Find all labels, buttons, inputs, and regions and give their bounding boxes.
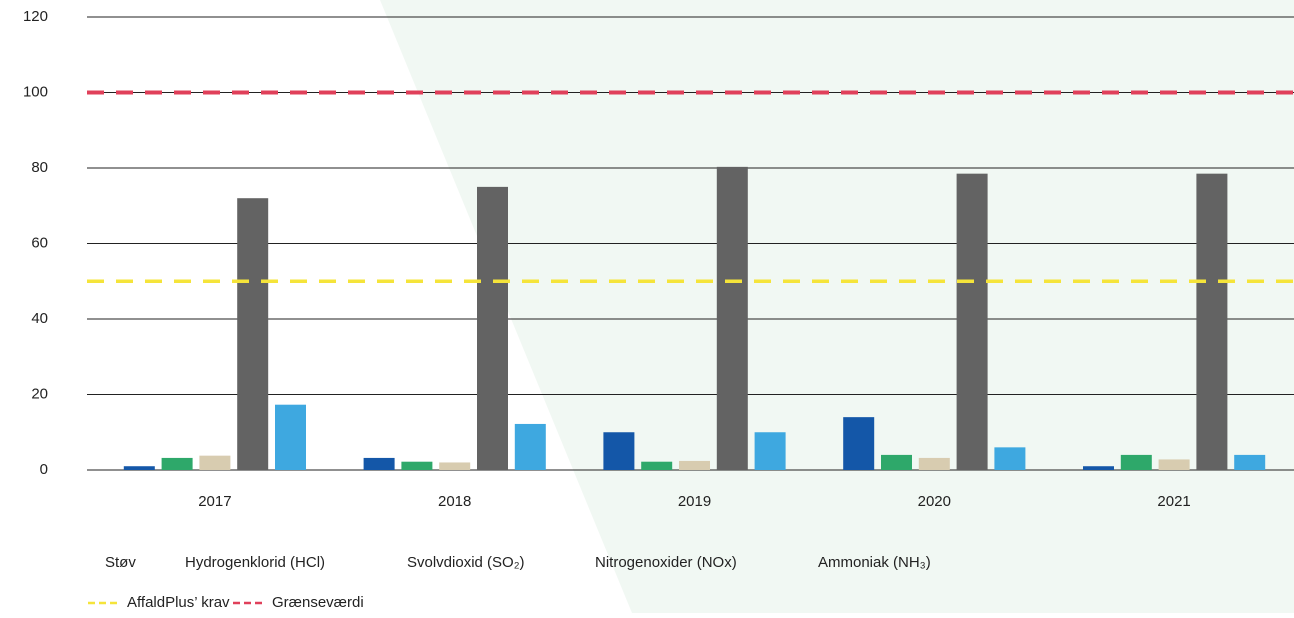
bar <box>363 457 395 470</box>
bar <box>199 455 231 470</box>
y-tick-label: 60 <box>31 234 48 251</box>
bar <box>881 454 912 470</box>
y-tick-label: 100 <box>23 83 48 100</box>
bar <box>1158 459 1190 470</box>
bar <box>1196 173 1228 470</box>
x-tick-label: 2021 <box>1157 493 1190 510</box>
y-tick-label: 0 <box>40 461 48 478</box>
y-tick-label: 80 <box>31 159 48 176</box>
bar <box>439 462 471 470</box>
x-tick-label: 2017 <box>198 493 231 510</box>
y-tick-label: 40 <box>31 310 48 327</box>
bar <box>161 457 193 470</box>
legend-label: Støv <box>105 554 136 571</box>
x-tick-label: 2020 <box>918 493 951 510</box>
legend-label: Hydrogenklorid (HCl) <box>185 554 325 571</box>
bar <box>918 457 950 470</box>
legend-label: AffaldPlus’ krav <box>127 594 230 611</box>
bar <box>716 166 748 470</box>
legend-label: Svolvdioxid (SO₂) <box>407 554 525 571</box>
bar <box>956 173 988 470</box>
bar <box>237 198 269 470</box>
bar <box>994 447 1026 470</box>
bar <box>401 461 433 470</box>
bar <box>679 460 710 470</box>
x-tick-label: 2019 <box>678 493 711 510</box>
bar <box>1120 454 1152 470</box>
bar <box>123 466 155 470</box>
bar <box>754 432 786 470</box>
legend-label: Grænseværdi <box>272 594 364 611</box>
bar <box>1234 454 1266 470</box>
bar <box>641 461 673 470</box>
bar <box>514 423 546 470</box>
y-tick-label: 20 <box>31 385 48 402</box>
bar <box>843 417 875 470</box>
bar <box>275 404 306 470</box>
legend-label: Nitrogenoxider (NOx) <box>595 554 737 571</box>
bar <box>1083 466 1114 470</box>
x-tick-label: 2018 <box>438 493 471 510</box>
background-shape <box>380 0 1294 613</box>
bar <box>477 186 508 470</box>
bar <box>603 432 635 470</box>
legend-label: Ammoniak (NH₃) <box>818 554 931 571</box>
y-tick-label: 120 <box>23 8 48 25</box>
